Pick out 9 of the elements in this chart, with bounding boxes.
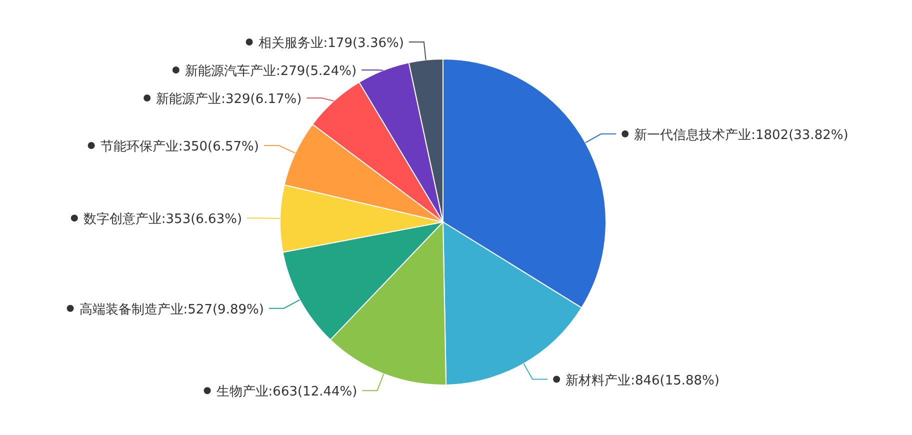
slice-label: 新能源产业:329(6.17%) [156,92,302,108]
slice-label: 新能源汽车产业:279(5.24%) [184,64,357,80]
slice-label: 数字创意产业:353(6.63%) [83,211,242,228]
slice-label: 新一代信息技术产业:1802(33.82%) [634,128,848,143]
slice-label: 相关服务业:179(3.36%) [258,36,404,52]
slice-label: 生物产业:663(12.44%) [216,384,358,400]
slice-label: 新材料产业:846(15.88%) [566,373,720,388]
slice-label: 高端装备制造产业:527(9.89%) [79,301,264,318]
slice-label: 节能环保产业:350(6.57%) [100,140,259,154]
